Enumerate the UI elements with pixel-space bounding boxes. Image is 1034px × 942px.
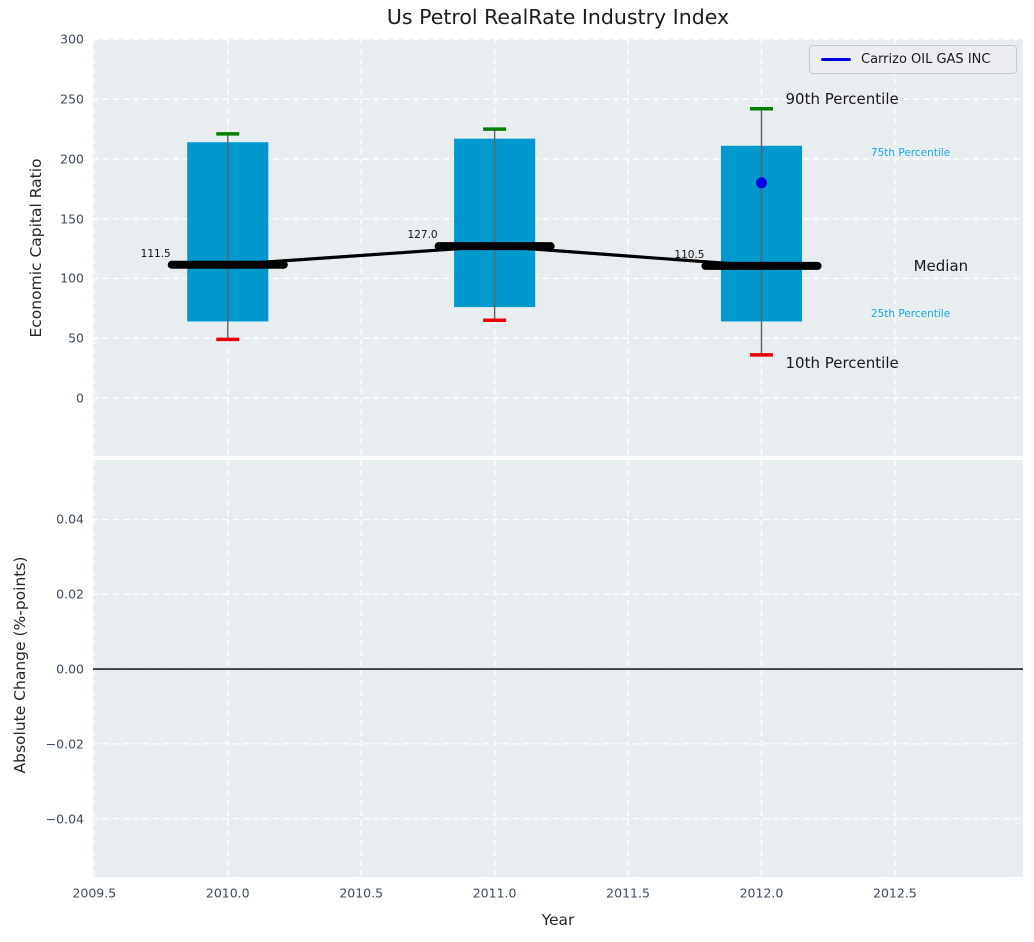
annotation-90th-percentile: 90th Percentile [785, 90, 899, 109]
y-tick-label-bottom: 0.00 [56, 661, 84, 677]
median-value-label: 111.5 [140, 247, 171, 260]
x-axis-label: Year [541, 911, 575, 929]
x-tick-label: 2009.5 [72, 885, 117, 901]
median-value-label: 110.5 [674, 248, 705, 261]
median-value-label: 127.0 [407, 229, 438, 242]
company-point [755, 177, 767, 189]
y-tick-label-bottom: 0.02 [56, 586, 84, 602]
annotation-25th-percentile: 25th Percentile [870, 308, 951, 321]
x-tick-label: 2012.0 [739, 885, 784, 901]
y-tick-label-top: 300 [60, 31, 84, 47]
x-tick-label: 2010.5 [339, 885, 384, 901]
x-tick-label: 2012.5 [873, 885, 917, 901]
legend: Carrizo OIL GAS INC [809, 45, 1017, 74]
legend-line-swatch-icon [821, 58, 851, 61]
y-tick-label-top: 150 [60, 211, 84, 227]
x-tick-label: 2011.0 [472, 885, 517, 901]
y-tick-label-top: 200 [60, 151, 84, 167]
y-tick-label-top: 100 [60, 270, 84, 286]
y-tick-label-bottom: −0.04 [45, 811, 84, 827]
chart-title: Us Petrol RealRate Industry Index [386, 5, 730, 29]
legend-series-label: Carrizo OIL GAS INC [861, 52, 991, 67]
annotation-10th-percentile: 10th Percentile [785, 354, 899, 373]
y-axis-label-bottom: Absolute Change (%-points) [11, 556, 29, 774]
y-tick-label-top: 250 [60, 91, 84, 107]
y-tick-label-bottom: 0.04 [56, 511, 84, 527]
y-axis-label-top: Economic Capital Ratio [27, 158, 45, 338]
y-tick-label-top: 0 [76, 390, 84, 406]
annotation-75th-percentile: 75th Percentile [870, 146, 951, 159]
x-tick-label: 2011.5 [606, 885, 650, 901]
y-tick-label-bottom: −0.02 [45, 736, 84, 752]
x-tick-label: 2010.0 [205, 885, 250, 901]
y-tick-label-top: 50 [68, 330, 84, 346]
annotation-median: Median [913, 256, 969, 275]
